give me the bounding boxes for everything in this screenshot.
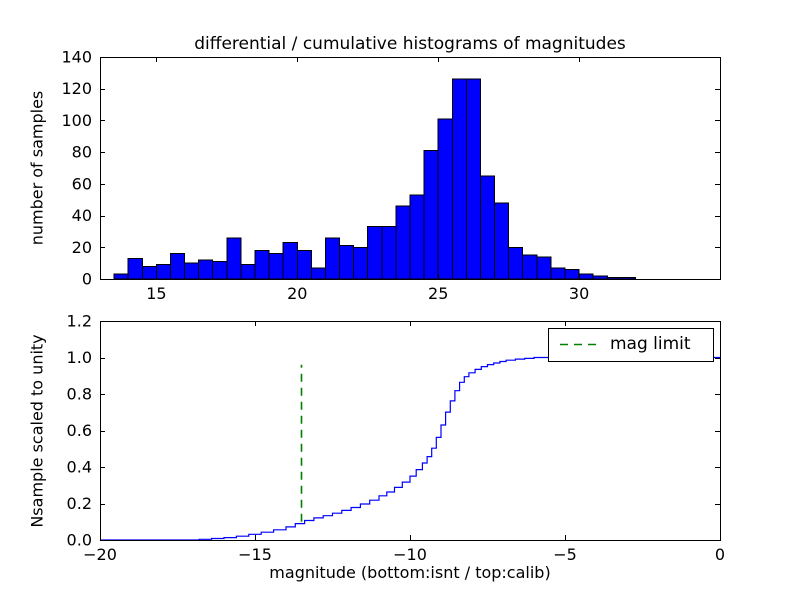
histogram-bar: [282, 242, 298, 280]
x-axis-label: magnitude (bottom:isnt / top:calib): [269, 563, 551, 582]
histogram-bar: [564, 269, 580, 280]
y-tick-label: 0.2: [67, 494, 92, 513]
histogram-bar: [254, 250, 270, 280]
histogram-bar: [353, 246, 369, 280]
histogram-bar: [606, 276, 622, 280]
histogram-bar: [367, 226, 383, 280]
top-y-axis-label: number of samples: [27, 90, 47, 246]
y-tick-label: 40: [72, 206, 92, 225]
histogram-bar: [198, 259, 214, 280]
x-tick-label: −15: [238, 545, 272, 564]
y-tick-label: 0.0: [67, 531, 92, 550]
histogram-bar: [508, 246, 524, 280]
histogram-bar: [212, 261, 228, 280]
legend-mag-limit-label: mag limit: [610, 334, 691, 354]
histogram-bar: [268, 253, 284, 280]
x-tick-label: −10: [393, 545, 427, 564]
histogram-bars: [113, 78, 637, 280]
histogram-bar: [423, 150, 439, 280]
histogram-bar: [451, 78, 467, 280]
histogram-bar: [325, 237, 341, 280]
histogram-bar: [592, 275, 608, 280]
y-tick-label: 0.8: [67, 385, 92, 404]
y-tick-label: 100: [61, 111, 92, 130]
histogram-bar: [184, 262, 200, 280]
histogram-bar: [381, 226, 397, 280]
bottom-y-axis-label: Nsample scaled to unity: [27, 334, 47, 528]
histogram-bar: [522, 254, 538, 280]
histogram-bar: [240, 264, 256, 280]
calib-histogram-axes: 15 20 25 30 0 20 40 60 80 100 120 140: [61, 48, 721, 303]
histogram-bar: [127, 257, 143, 280]
histogram-bar: [437, 118, 453, 280]
histogram-bar: [578, 273, 594, 280]
histogram-bar: [494, 202, 510, 280]
y-tick-label: 0.6: [67, 421, 92, 440]
y-tick-label: 1.0: [67, 348, 92, 367]
histogram-bar: [141, 265, 157, 280]
histogram-bar: [620, 276, 637, 280]
histogram-bar: [465, 78, 481, 280]
x-tick-label: 20: [287, 284, 307, 303]
histogram-bar: [480, 175, 496, 280]
cumulative-curve: [100, 356, 720, 541]
histogram-bar: [170, 253, 186, 280]
y-tick-label: 120: [61, 79, 92, 98]
y-tick-label: 0.4: [67, 458, 92, 477]
x-tick-label: 0: [715, 545, 725, 564]
histogram-bar: [536, 256, 552, 280]
histogram-bar: [395, 205, 411, 280]
y-tick-label: 1.2: [67, 312, 92, 331]
x-tick-label: −5: [553, 545, 577, 564]
x-tick-label: 15: [146, 284, 166, 303]
axes-frame: [100, 57, 721, 280]
histogram-bar: [226, 237, 242, 280]
histogram-bar: [409, 194, 425, 280]
y-tick-label: 60: [72, 174, 92, 193]
histogram-bar: [155, 264, 171, 280]
histogram-bar: [310, 267, 326, 280]
chart-title: differential / cumulative histograms of …: [194, 34, 626, 54]
histogram-bar: [113, 273, 129, 280]
histogram-bar: [339, 245, 355, 280]
cumulative-histogram-axes: −20 −15 −10 −5 0 0.0 0.2 0.4 0.6 0.8 1.0 1.2: [67, 312, 726, 565]
histogram-bar: [550, 267, 566, 280]
y-tick-label: 0: [82, 270, 92, 289]
y-tick-label: 20: [72, 238, 92, 257]
x-tick-label: 25: [428, 284, 448, 303]
y-tick-label: 80: [72, 143, 92, 162]
x-tick-label: −20: [83, 545, 117, 564]
x-tick-label: 30: [569, 284, 589, 303]
histogram-bar: [296, 250, 312, 280]
y-tick-label: 140: [61, 48, 92, 67]
